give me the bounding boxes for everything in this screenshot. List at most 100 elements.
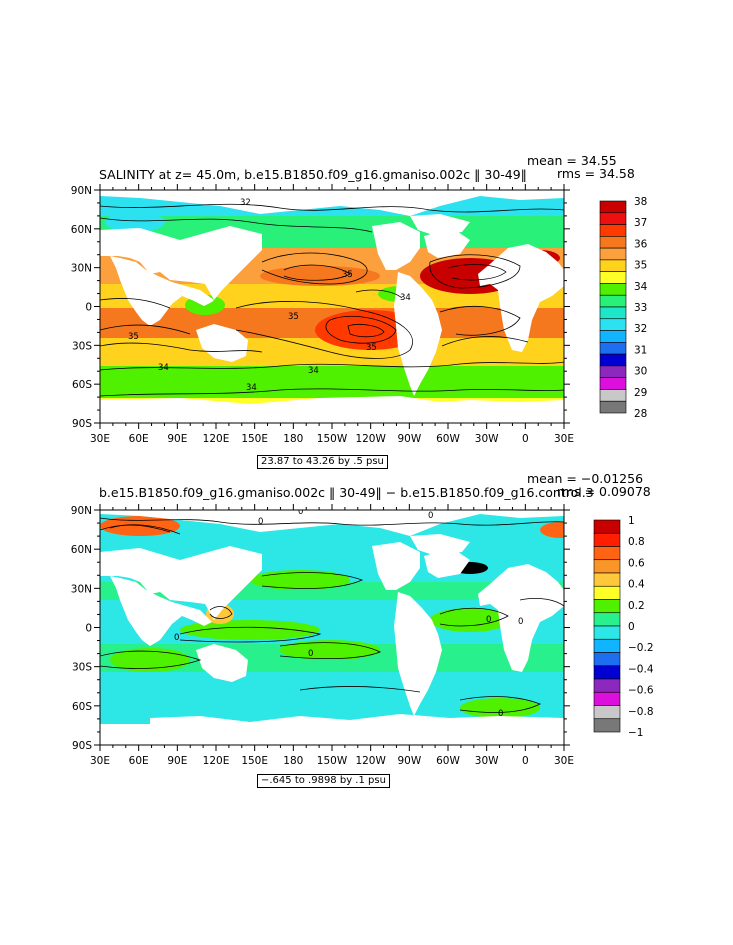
colorbar-swatch (599, 283, 627, 296)
lon-tick-label: 180 (283, 755, 303, 767)
lat-tick-label: 90S (72, 740, 92, 752)
lon-tick-label: 120W (355, 433, 386, 445)
colorbar-swatch (593, 665, 621, 680)
bottom-axes: 90N 60N 30N 0 30S 60S 90S 30E 60E 90E 120E 150E 180 1… (71, 504, 574, 767)
colorbar-swatch (599, 389, 627, 402)
bottom-rms: rms = 0.09078 (557, 484, 651, 499)
top-contour-label: 35 (342, 270, 353, 280)
colorbar-swatch (593, 519, 621, 534)
lon-tick-label: 0 (522, 755, 529, 767)
lat-tick-label: 60S (72, 379, 92, 391)
colorbar-swatch (599, 200, 627, 214)
top-title: SALINITY at z= 45.0m, b.e15.B1850.f09_g1… (99, 167, 527, 182)
lon-tick-label: 60E (129, 755, 149, 767)
lon-tick-label: 0 (522, 433, 529, 445)
colorbar-swatch (593, 638, 621, 653)
colorbar-label: 0.2 (628, 600, 645, 612)
colorbar-swatch (599, 377, 627, 390)
colorbar-swatch (599, 247, 627, 261)
bottom-contour-label: 0 (174, 633, 179, 643)
colorbar-swatch (593, 678, 621, 693)
colorbar-swatch (599, 224, 627, 237)
lon-tick-label: 60E (129, 433, 149, 445)
bottom-contour-label: 0 (428, 511, 433, 521)
lat-tick-label: 0 (85, 623, 92, 635)
colorbar-swatch (599, 353, 627, 367)
lon-tick-label: 30W (475, 755, 499, 767)
lon-tick-label: 120E (203, 433, 230, 445)
colorbar-swatch (593, 546, 621, 561)
lon-tick-label: 90W (397, 433, 421, 445)
colorbar-swatch (599, 294, 627, 308)
bottom-panel: b.e15.B1850.f09_g16.gmaniso.002c ‖ 30-49… (71, 471, 654, 767)
lon-tick-label: 180 (283, 433, 303, 445)
lon-tick-label: 150W (317, 755, 348, 767)
colorbar-swatch (599, 259, 627, 272)
colorbar-label: 37 (634, 217, 647, 229)
colorbar-label: 30 (634, 366, 647, 378)
lon-tick-label: 120W (355, 755, 386, 767)
bottom-mean: mean = −0.01256 (527, 471, 643, 486)
bottom-contour-label: 0 (308, 649, 313, 659)
lon-tick-label: 30E (554, 755, 574, 767)
bottom-contour-label: 0 (258, 517, 263, 527)
top-range-info: 23.87 to 43.26 by .5 psu (257, 455, 388, 469)
lon-tick-label: 30E (90, 755, 110, 767)
top-contour-label: 35 (128, 332, 139, 342)
colorbar-label: 36 (634, 238, 648, 250)
lon-tick-label: 90E (167, 433, 187, 445)
lat-tick-label: 30S (72, 340, 92, 352)
colorbar-label: 33 (634, 302, 647, 314)
colorbar-label: 0.6 (628, 557, 645, 569)
bottom-contour-label: 0 (298, 507, 303, 517)
colorbar-swatch (599, 271, 627, 284)
colorbar-label: 29 (634, 387, 647, 399)
colorbar-label: 28 (634, 408, 647, 420)
bottom-contour-label: 0 (518, 617, 523, 627)
top-contour-label: 32 (240, 198, 251, 208)
top-contour-label: 35 (288, 312, 299, 322)
top-contour-label: 34 (400, 293, 411, 303)
bottom-contour-label: 0 (486, 615, 491, 625)
colorbar-swatch (593, 625, 621, 640)
bottom-range-info: −.645 to .9898 by .1 psu (257, 774, 390, 788)
lat-tick-label: 30N (71, 263, 92, 275)
lat-tick-label: 90S (72, 418, 92, 430)
bottom-contour-label: 0 (498, 709, 503, 719)
lat-tick-label: 60N (71, 224, 92, 236)
colorbar-swatch (599, 330, 627, 343)
lat-tick-label: 60S (72, 701, 92, 713)
colorbar-swatch (599, 318, 627, 331)
colorbar-label: −0.8 (628, 706, 654, 718)
lat-tick-label: 90N (71, 185, 92, 197)
colorbar-label: −0.4 (628, 663, 654, 675)
colorbar-swatch (599, 306, 627, 320)
lat-tick-label: 30N (71, 583, 92, 595)
colorbar-label: 0.8 (628, 536, 645, 548)
colorbar-label: 31 (634, 344, 647, 356)
lon-tick-label: 30W (475, 433, 499, 445)
top-mean: mean = 34.55 (527, 153, 617, 168)
colorbar-label: 0.4 (628, 579, 645, 591)
lon-tick-label: 90E (167, 755, 187, 767)
lon-tick-label: 30E (554, 433, 574, 445)
colorbar-label: 32 (634, 323, 647, 335)
lon-tick-label: 60W (436, 755, 460, 767)
top-contour-label: 35 (366, 343, 377, 353)
colorbar-label: 1 (628, 515, 635, 527)
top-contour-label: 34 (308, 366, 319, 376)
top-contour-label: 34 (246, 383, 257, 393)
top-contour-label: 34 (158, 363, 169, 373)
lon-tick-label: 30E (90, 433, 110, 445)
colorbar-swatch (593, 691, 621, 706)
colorbar-swatch (593, 718, 621, 733)
colorbar-swatch (593, 532, 621, 547)
colorbar-label: 38 (634, 196, 647, 208)
top-axes: 90N 60N 30N 0 30S 60S 90S 30E 60E 90E 120E 150E 180 1… (71, 184, 574, 445)
lon-tick-label: 150E (241, 433, 268, 445)
bottom-map: 0 0 0 0 0 0 0 0 (99, 507, 565, 746)
top-rms: rms = 34.58 (557, 166, 635, 181)
colorbar-swatch (599, 365, 627, 378)
lat-tick-label: 60N (71, 544, 92, 556)
